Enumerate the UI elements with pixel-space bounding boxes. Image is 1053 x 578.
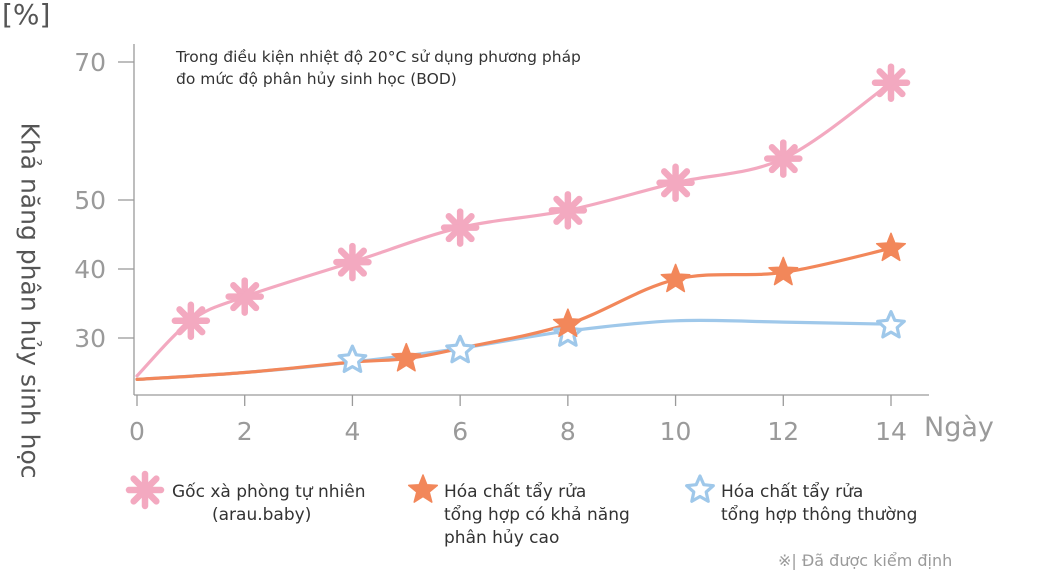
legend-marker xyxy=(407,474,439,503)
y-tick-label: 70 xyxy=(74,48,106,77)
annotation-line-1: Trong điều kiện nhiệt độ 20°C sử dụng ph… xyxy=(176,48,581,66)
x-tick-label: 0 xyxy=(129,417,145,446)
data-point-marker xyxy=(552,308,583,338)
data-point-marker xyxy=(171,301,211,340)
legend-line: Hóa chất tẩy rửa xyxy=(721,482,864,502)
y-axis-title: Khả năng phân hủy sinh học xyxy=(15,122,45,479)
legend-line: Gốc xà phòng tự nhiên xyxy=(172,482,366,502)
legend-line: Hóa chất tẩy rửa xyxy=(444,482,587,502)
y-tick-label: 50 xyxy=(74,186,106,215)
data-point-marker xyxy=(440,208,480,247)
data-point-marker xyxy=(548,191,588,230)
data-point-marker xyxy=(871,63,911,102)
legend-line: (arau.baby) xyxy=(212,505,312,525)
verified-footnote: ※| Đã được kiểm định xyxy=(778,551,953,570)
data-point-marker xyxy=(764,139,803,178)
data-point-marker xyxy=(225,277,264,316)
data-point-marker xyxy=(552,318,583,347)
legend-line: phân hủy cao xyxy=(444,528,560,548)
legend-marker xyxy=(685,474,715,503)
x-tick-label: 14 xyxy=(875,417,907,446)
legend-marker xyxy=(125,470,165,510)
legend-label-high-biodegradable: Hóa chất tẩy rửa tổng hợp có khả năng ph… xyxy=(444,481,630,550)
chart-annotation: Trong điều kiện nhiệt độ 20°C sử dụng ph… xyxy=(176,46,581,90)
y-tick-label: 30 xyxy=(74,324,106,353)
series-lines xyxy=(135,81,893,381)
data-point-marker xyxy=(333,242,372,282)
legend-line: tổng hợp thông thường xyxy=(721,505,918,525)
x-tick-label: 10 xyxy=(660,417,692,446)
legend-markers xyxy=(125,470,715,510)
series-line xyxy=(135,246,893,381)
x-tick-label: 6 xyxy=(452,417,468,446)
x-tick-label: 2 xyxy=(237,417,253,446)
legend-label-conventional: Hóa chất tẩy rửa tổng hợp thông thường xyxy=(721,481,917,527)
x-axis-title: Ngày xyxy=(924,412,994,443)
x-tick-label: 4 xyxy=(344,417,360,446)
y-unit-label: [%] xyxy=(2,0,51,31)
x-tick-label: 12 xyxy=(767,417,799,446)
data-point-marker xyxy=(337,344,368,373)
x-tick-label: 8 xyxy=(560,417,576,446)
data-point-marker xyxy=(445,334,476,364)
data-point-marker xyxy=(876,310,906,339)
data-point-marker xyxy=(660,263,691,293)
data-point-marker xyxy=(875,232,907,262)
annotation-line-2: đo mức độ phân hủy sinh học (BOD) xyxy=(176,70,457,88)
data-point-marker xyxy=(656,163,695,202)
legend-label-natural-soap: Gốc xà phòng tự nhiên (arau.baby) xyxy=(172,481,366,527)
axes: 30 40 50 70 0 2 4 6 8 10 12 14 xyxy=(74,44,929,446)
data-point-marker xyxy=(391,342,422,372)
series-markers xyxy=(171,63,911,373)
series-line xyxy=(135,81,893,378)
legend-line: tổng hợp có khả năng xyxy=(444,505,630,525)
data-point-marker xyxy=(768,256,799,286)
y-tick-label: 40 xyxy=(74,255,106,284)
